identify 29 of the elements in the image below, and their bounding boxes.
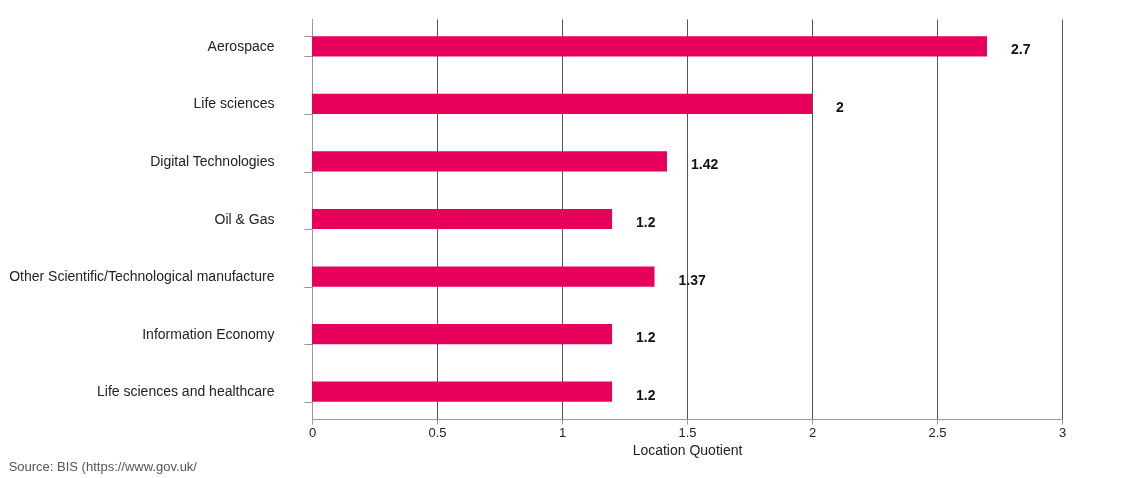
y-tick-label: Life sciences	[193, 95, 275, 112]
x-tick-label: 2.5	[928, 424, 947, 440]
data-label: 2	[836, 98, 844, 115]
bar	[312, 93, 812, 114]
data-label: 1.42	[691, 156, 719, 173]
x-tick-label: 3	[1058, 424, 1067, 440]
y-tick-label: Life sciences and healthcare	[97, 383, 275, 400]
bar	[312, 151, 667, 172]
x-tick-label: 2	[808, 424, 817, 440]
x-tick-label: 0.5	[428, 424, 447, 440]
source-note: Source: BIS (https://www.gov.uk/	[8, 459, 198, 474]
y-tick-label: Digital Technologies	[150, 152, 275, 169]
x-tick-label: 1.5	[678, 424, 697, 440]
bar	[312, 36, 987, 57]
bar	[312, 208, 612, 230]
y-tick-label: Aerospace	[207, 37, 275, 54]
bar	[312, 381, 612, 402]
x-tick-label: 1	[558, 424, 567, 440]
y-tick-label: Other Scientific/Technological manufacture	[9, 268, 275, 285]
bar	[312, 324, 612, 345]
data-label: 2.7	[1011, 41, 1031, 58]
data-label: 1.2	[636, 214, 656, 230]
bar	[312, 266, 655, 287]
data-label: 1.2	[636, 386, 656, 403]
y-tick-label: Information Economy	[142, 325, 275, 342]
x-axis-title: Location Quotient	[632, 441, 743, 458]
x-tick-label: 0	[308, 424, 317, 440]
data-label: 1.2	[636, 329, 656, 346]
y-tick-label: Oil & Gas	[214, 210, 275, 227]
